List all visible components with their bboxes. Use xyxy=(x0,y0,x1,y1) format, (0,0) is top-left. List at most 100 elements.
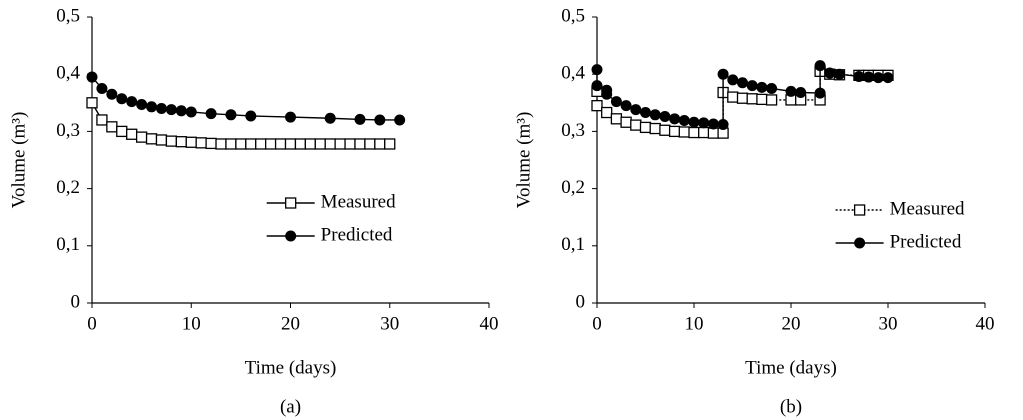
marker xyxy=(106,121,118,133)
x-tick-label: 40 xyxy=(976,313,995,334)
marker xyxy=(707,118,719,130)
marker xyxy=(185,136,197,148)
marker xyxy=(255,138,267,150)
y-tick-label: 0,1 xyxy=(56,234,80,255)
marker xyxy=(698,117,710,129)
marker xyxy=(659,111,671,123)
marker xyxy=(640,107,651,119)
x-tick-label: 30 xyxy=(380,313,399,334)
legend-label: Predicted xyxy=(890,231,962,252)
marker xyxy=(659,124,671,136)
marker xyxy=(324,138,336,150)
y-tick-label: 0,1 xyxy=(561,234,585,255)
marker xyxy=(814,60,826,72)
series-line xyxy=(91,76,400,121)
marker xyxy=(116,125,128,138)
marker xyxy=(145,133,158,145)
marker xyxy=(126,96,138,108)
x-axis-label: Time (days) xyxy=(245,357,337,378)
marker xyxy=(344,138,356,150)
marker xyxy=(630,104,642,116)
marker xyxy=(620,116,632,128)
marker xyxy=(737,77,748,89)
marker xyxy=(225,138,237,150)
x-tick-label: 10 xyxy=(685,313,704,334)
y-tick-label: 0,2 xyxy=(56,177,80,198)
marker xyxy=(304,138,317,150)
legend-marker xyxy=(854,237,866,249)
marker xyxy=(591,100,603,112)
marker xyxy=(394,114,406,126)
marker xyxy=(185,106,197,118)
y-tick-label: 0,2 xyxy=(561,177,585,198)
marker xyxy=(610,96,622,108)
marker xyxy=(853,70,865,82)
marker xyxy=(601,106,613,119)
x-axis-label: Time (days) xyxy=(745,357,837,378)
marker xyxy=(863,71,875,83)
x-tick-label: 40 xyxy=(480,313,499,334)
marker xyxy=(688,126,700,139)
x-tick-label: 20 xyxy=(281,313,300,334)
marker xyxy=(707,127,720,139)
marker xyxy=(175,136,187,148)
y-tick-label: 0 xyxy=(576,291,586,312)
marker xyxy=(374,138,386,150)
marker xyxy=(727,74,739,86)
marker xyxy=(195,137,207,149)
marker xyxy=(364,138,376,150)
legend-marker xyxy=(285,197,297,209)
legend-marker xyxy=(853,204,866,216)
marker xyxy=(354,138,366,150)
marker xyxy=(766,83,778,94)
marker xyxy=(765,94,778,106)
marker xyxy=(717,68,729,80)
marker xyxy=(324,112,336,124)
marker xyxy=(135,131,148,143)
legend-label: Measured xyxy=(890,198,965,219)
marker xyxy=(824,67,836,79)
marker xyxy=(746,80,758,92)
marker xyxy=(601,88,613,100)
marker xyxy=(814,87,826,99)
marker xyxy=(284,138,297,150)
y-tick-label: 0,5 xyxy=(56,5,80,26)
marker xyxy=(882,72,894,84)
marker xyxy=(872,72,884,84)
marker xyxy=(834,68,845,80)
marker xyxy=(620,100,632,112)
marker xyxy=(354,113,366,125)
marker xyxy=(384,138,396,150)
x-tick-label: 20 xyxy=(782,313,801,334)
x-tick-label: 10 xyxy=(182,313,201,334)
marker xyxy=(245,110,257,122)
y-tick-label: 0,5 xyxy=(561,5,585,26)
marker xyxy=(756,93,768,106)
marker xyxy=(274,138,287,150)
marker xyxy=(334,138,346,150)
marker xyxy=(610,113,623,125)
marker xyxy=(245,138,257,150)
marker xyxy=(591,64,603,76)
marker xyxy=(285,111,296,123)
legend-label: Measured xyxy=(321,191,396,212)
x-tick-label: 0 xyxy=(87,313,97,334)
legend-label: Predicted xyxy=(321,224,393,245)
marker xyxy=(165,135,178,147)
marker xyxy=(736,92,749,104)
marker xyxy=(649,109,661,121)
caption: (b) xyxy=(780,396,802,417)
marker xyxy=(235,138,247,150)
marker xyxy=(649,122,661,135)
marker xyxy=(678,126,690,138)
marker xyxy=(96,83,108,94)
marker xyxy=(96,114,108,126)
marker xyxy=(136,99,148,111)
marker xyxy=(155,134,168,146)
y-tick-label: 0,3 xyxy=(561,120,585,141)
marker xyxy=(126,128,138,140)
marker xyxy=(205,137,217,150)
marker xyxy=(205,108,217,120)
marker xyxy=(630,119,642,131)
marker xyxy=(314,138,326,150)
